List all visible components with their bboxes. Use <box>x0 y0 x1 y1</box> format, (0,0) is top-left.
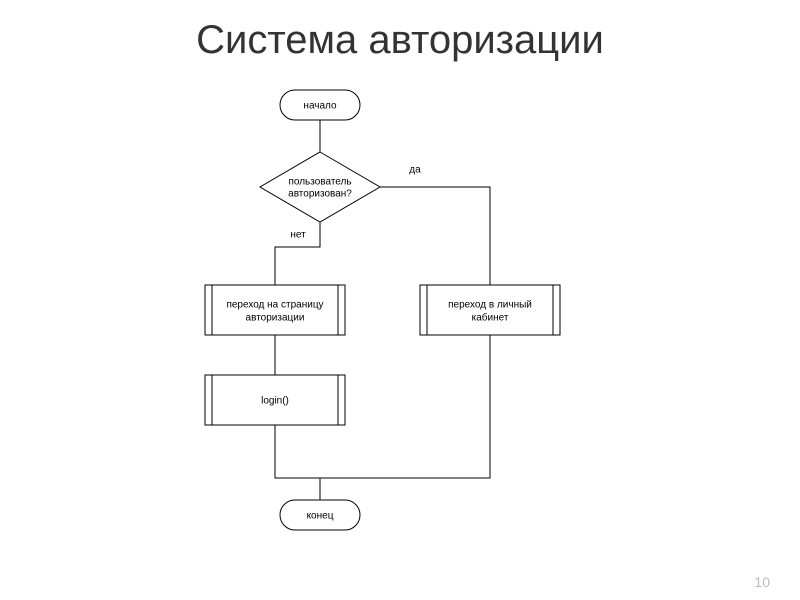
node-decision-label2: авторизован? <box>288 189 352 200</box>
node-start-label: начало <box>303 101 337 112</box>
node-proc-cabinet-label2: кабинет <box>472 312 509 324</box>
edge-login-end <box>275 425 320 500</box>
flowchart-svg: начало пользователь авторизован? да нет … <box>0 80 800 590</box>
edge-decision-yes <box>380 187 490 285</box>
node-proc-auth-label2: авторизации <box>246 313 305 324</box>
node-end-label: конец <box>307 511 334 522</box>
node-proc-cabinet-label1: переход в личный <box>448 300 532 311</box>
node-proc-login-label: login() <box>261 396 289 407</box>
page-title: Система авторизации <box>196 18 604 63</box>
node-decision-label1: пользователь <box>288 177 351 188</box>
node-proc-auth-label1: переход на страницу <box>226 300 323 311</box>
edge-label-yes: да <box>409 165 421 176</box>
flowchart-canvas: начало пользователь авторизован? да нет … <box>0 80 800 590</box>
edge-label-no: нет <box>290 230 306 241</box>
